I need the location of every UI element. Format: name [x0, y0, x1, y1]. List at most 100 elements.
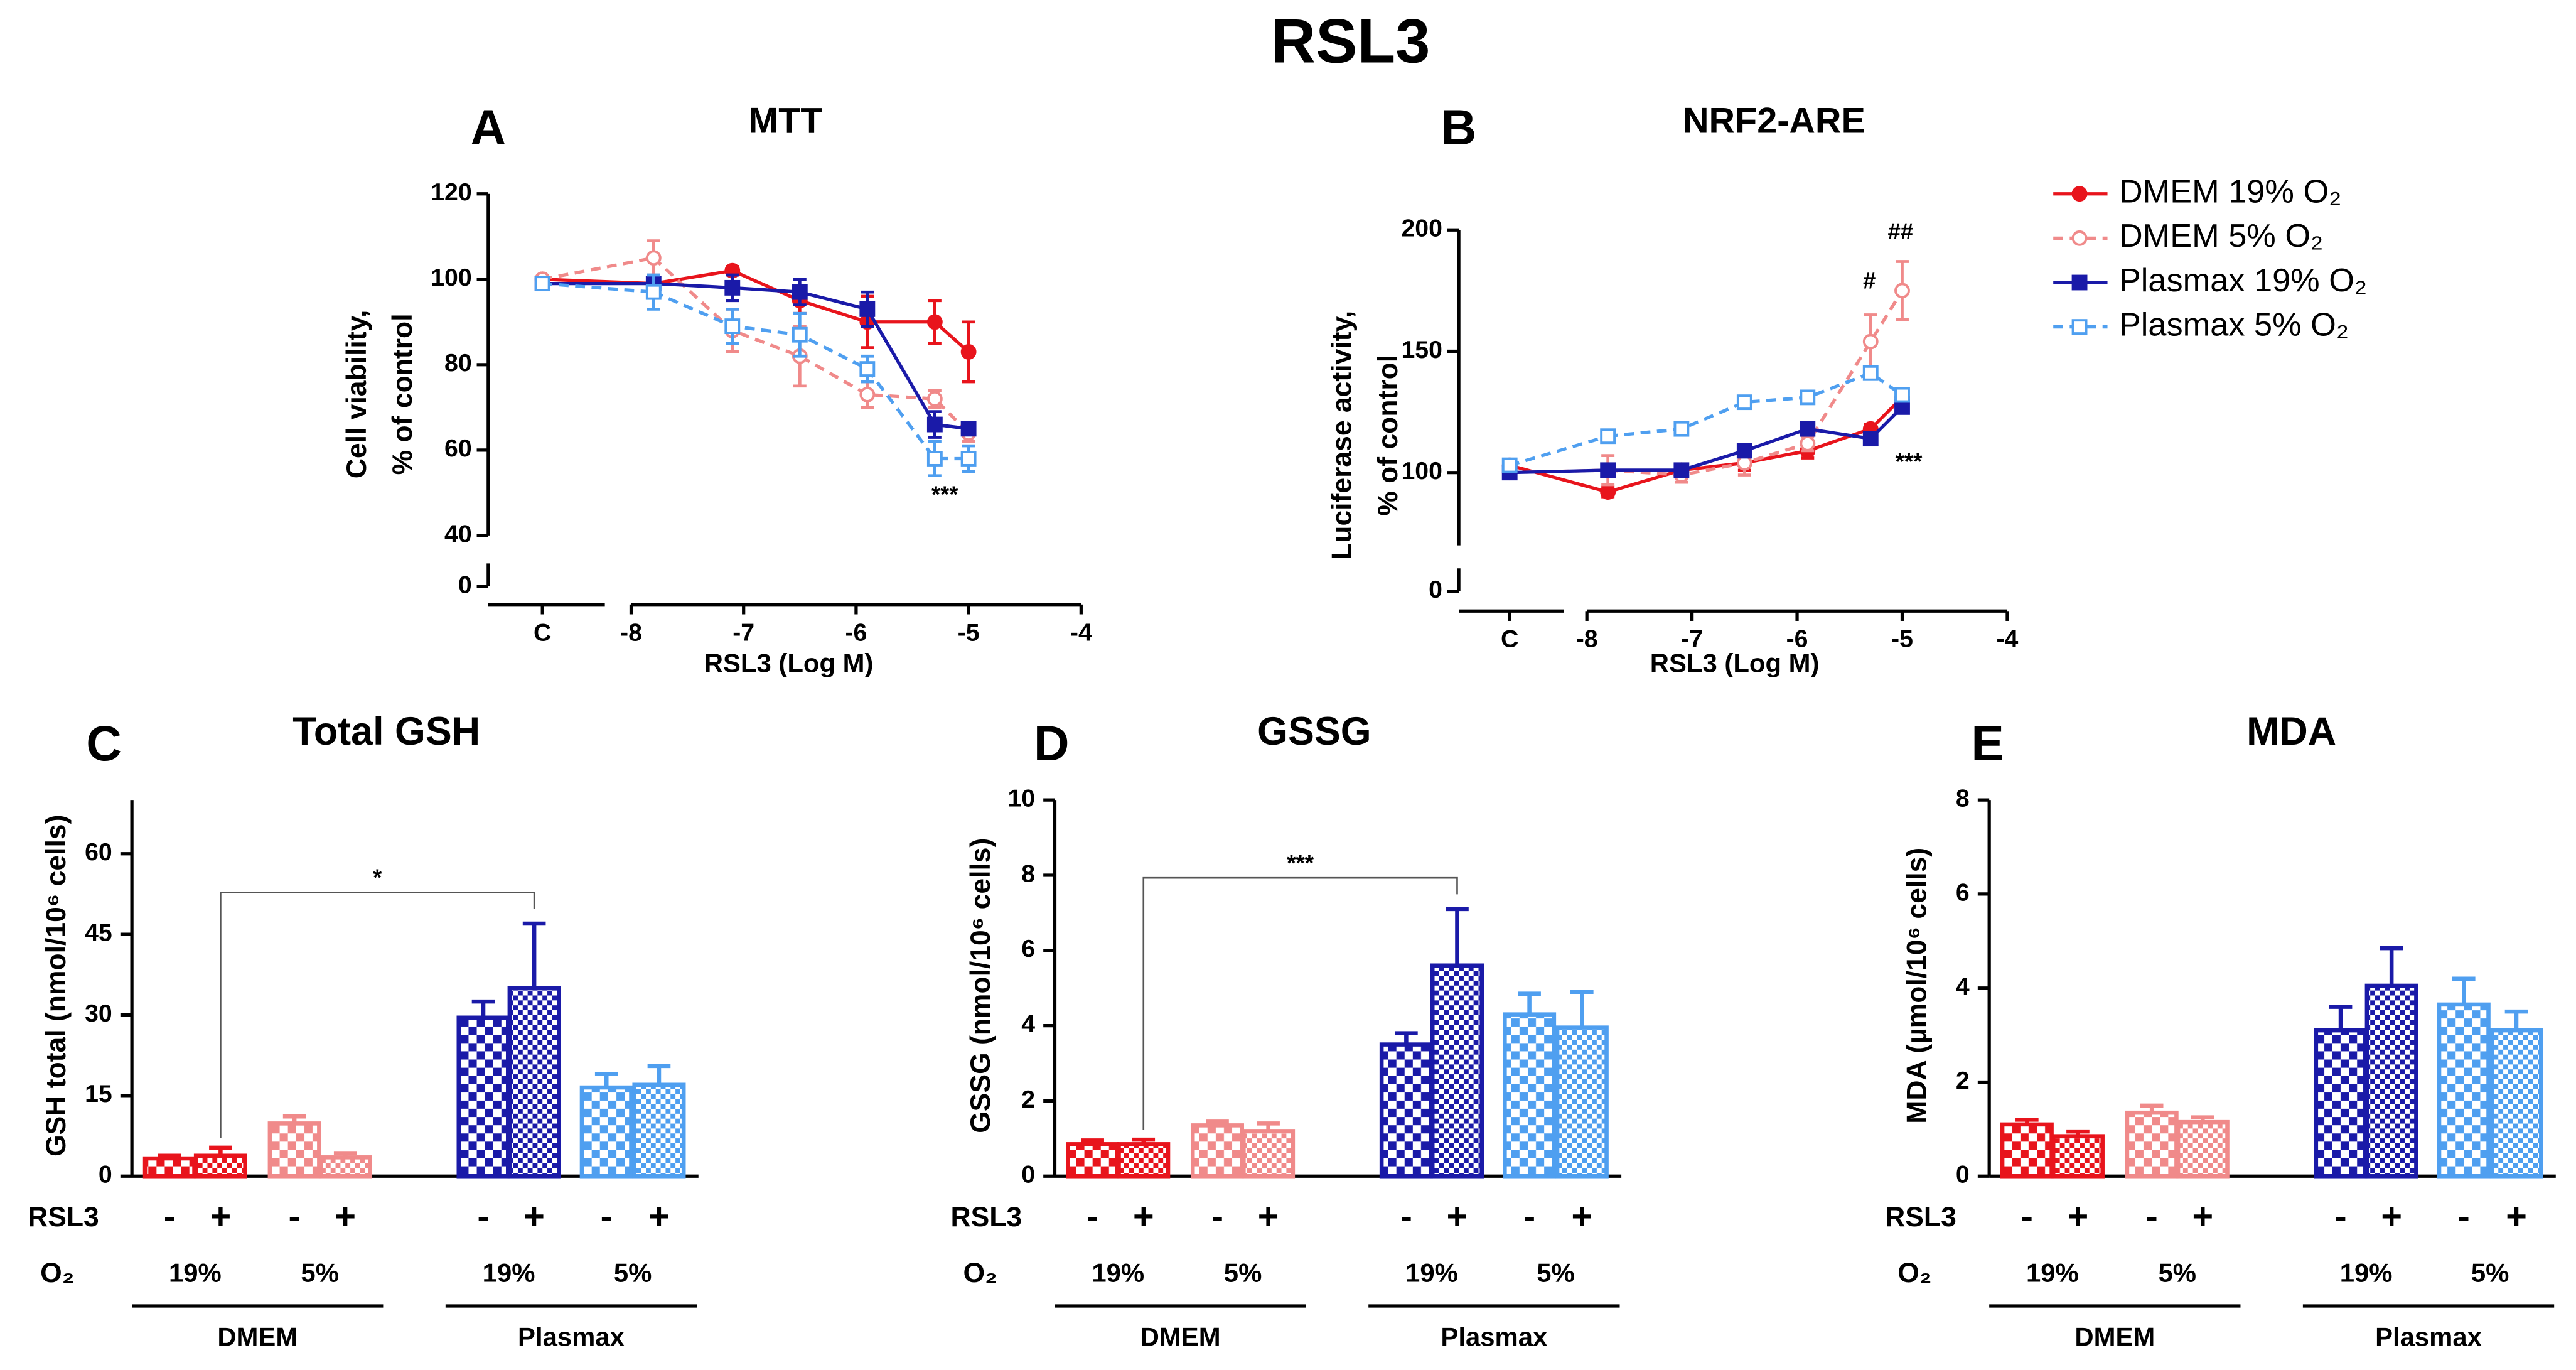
rsl3-sign: - — [289, 1197, 301, 1237]
series-line — [1607, 289, 1904, 477]
significance-bracket — [1142, 876, 1458, 1130]
rsl3-sign: + — [1572, 1197, 1593, 1237]
y-tick-label: 15 — [85, 1080, 112, 1108]
bar — [2176, 1119, 2230, 1179]
significance-bracket — [220, 891, 535, 1138]
rsl3-sign: + — [210, 1197, 232, 1237]
rsl3-sign: + — [2068, 1197, 2089, 1237]
rsl3-sign: - — [1087, 1197, 1098, 1237]
marker — [645, 250, 662, 266]
series-line — [652, 256, 970, 434]
y-tick-label: 2 — [1956, 1067, 1970, 1094]
x-tick-label: C — [534, 618, 551, 646]
rsl3-sign: - — [2334, 1197, 2346, 1237]
media-label: Plasmax — [1441, 1322, 1547, 1351]
marker — [1800, 421, 1816, 437]
bar — [579, 1085, 633, 1179]
rsl3-sign: + — [335, 1197, 356, 1237]
media-label: DMEM — [1140, 1322, 1221, 1351]
annotation: ## — [1888, 218, 1914, 244]
x-tick-label: -7 — [733, 618, 754, 646]
chart-title: MDA — [2246, 709, 2336, 753]
media-label: Plasmax — [2375, 1322, 2482, 1351]
panel-letter: D — [1034, 716, 1070, 771]
o2-label: 19% — [169, 1258, 222, 1287]
bar — [1430, 963, 1484, 1179]
y-tick-label: 0 — [1956, 1161, 1970, 1189]
marker — [645, 284, 662, 300]
marker — [1600, 428, 1616, 445]
significance-label: *** — [1287, 850, 1314, 876]
control-connector — [542, 256, 654, 281]
y-tick-label: 60 — [85, 838, 112, 866]
bar — [2437, 1002, 2491, 1179]
marker — [1862, 333, 1879, 350]
media-label: DMEM — [2074, 1322, 2155, 1351]
figure-title: RSL3 — [1270, 7, 1430, 77]
error-bar — [471, 999, 495, 1018]
error-bar — [2504, 1009, 2528, 1031]
y-axis-label: % of control — [1373, 355, 1403, 516]
o2-label: 5% — [614, 1258, 652, 1287]
marker — [859, 301, 876, 317]
legend-marker — [2071, 186, 2088, 202]
legend-marker — [2071, 230, 2088, 246]
bar — [1555, 1025, 1609, 1179]
rsl3-sign: - — [601, 1197, 613, 1237]
series-line — [653, 290, 969, 461]
o2-label: 5% — [301, 1258, 339, 1287]
error-bar — [2452, 976, 2476, 1005]
x-tick-label: -6 — [845, 618, 867, 646]
rsl3-sign: - — [1400, 1197, 1412, 1237]
rsl3-sign: - — [1523, 1197, 1535, 1237]
marker — [859, 387, 876, 402]
marker — [1862, 365, 1879, 381]
bar — [507, 986, 561, 1179]
o2-label: 19% — [2340, 1258, 2393, 1287]
o2-label: 19% — [1092, 1258, 1144, 1287]
y-axis-label: Luciferase activity, — [1327, 311, 1358, 560]
legend-label: DMEM 19% O₂ — [2119, 174, 2342, 210]
control-connector — [1509, 463, 1609, 494]
chart-title: NRF2-ARE — [1683, 100, 1865, 141]
chart-title: MTT — [748, 100, 822, 141]
marker — [859, 361, 876, 377]
panel-letter: A — [471, 100, 507, 155]
error-bar — [2380, 946, 2403, 986]
marker — [724, 318, 741, 335]
series-line — [1607, 371, 1903, 438]
rsl3-row-label: RSL3 — [950, 1202, 1022, 1232]
o2-row-label: O₂ — [40, 1258, 74, 1288]
rsl3-sign: + — [648, 1197, 670, 1237]
y-tick-label: 0 — [1429, 576, 1442, 603]
bar — [456, 1015, 510, 1179]
bar — [267, 1121, 321, 1179]
bar — [632, 1082, 686, 1179]
marker — [1736, 394, 1752, 411]
bar — [2051, 1134, 2105, 1179]
y-axis-label: GSH total (nmol/10⁶ cells) — [41, 815, 72, 1157]
y-tick-label: 0 — [99, 1161, 112, 1189]
y-tick-label: 80 — [444, 349, 472, 377]
error-bar — [1446, 907, 1469, 966]
y-tick-label: 100 — [1401, 457, 1442, 485]
series-line — [1607, 396, 1904, 494]
o2-label: 5% — [1224, 1258, 1262, 1287]
error-bar — [2329, 1005, 2353, 1031]
rsl3-row-label: RSL3 — [28, 1202, 99, 1232]
bar — [1379, 1042, 1433, 1179]
rsl3-sign: - — [477, 1197, 489, 1237]
bar — [2489, 1028, 2543, 1179]
marker — [534, 276, 550, 292]
marker — [792, 284, 808, 300]
rsl3-sign: + — [2192, 1197, 2213, 1237]
error-bar — [522, 921, 546, 988]
x-tick-label: -8 — [1576, 625, 1598, 653]
o2-label: 19% — [2026, 1258, 2079, 1287]
marker — [1894, 283, 1910, 299]
marker — [926, 314, 943, 330]
o2-label: 5% — [2158, 1258, 2196, 1287]
marker — [724, 279, 741, 296]
